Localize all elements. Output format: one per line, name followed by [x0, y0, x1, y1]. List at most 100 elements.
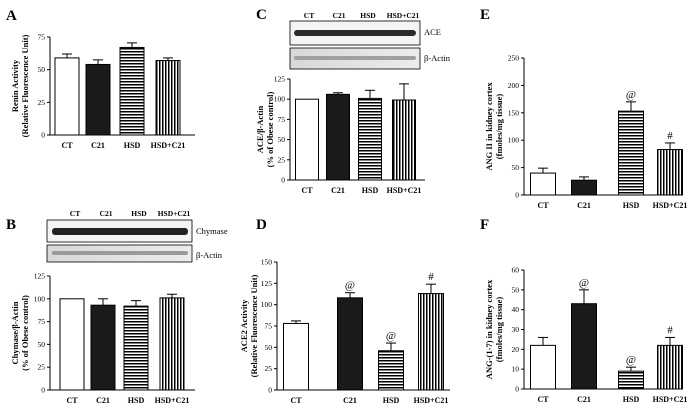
blot-c-band2-label: β-Actin [424, 53, 451, 63]
chart-e-bar-hsd [618, 110, 644, 196]
chart-d-significance: @ [345, 280, 355, 292]
chart-e-ytick-label: 100 [508, 136, 520, 145]
blot-c-cat-ct: CT [304, 11, 314, 20]
chart-b-bar-c21 [90, 304, 116, 391]
chart-a-ytick-label: 25 [38, 98, 46, 107]
chart-f-significance: # [667, 324, 673, 336]
chart-a-ytick-label: 75 [38, 33, 46, 42]
blot-b-band-1 [52, 228, 188, 235]
chart-e-significance: # [667, 130, 673, 142]
chart-c-ytick-label: 25 [278, 155, 286, 164]
chart-c-ylabel-line-0: ACE/β-Actin [255, 106, 265, 154]
chart-d-bar-ct [283, 322, 309, 391]
chart-a-bar-ct [54, 57, 80, 136]
chart-c-category-label: HSD [362, 186, 379, 195]
panel-label-c: C [256, 7, 267, 23]
chart-d-category-label: CT [290, 396, 302, 405]
chart-e-significance: @ [626, 89, 636, 101]
blot-b-cat-hsd: HSD [131, 209, 147, 218]
chart-f-ytick-label: 10 [512, 365, 520, 374]
chart-d-bar-c21 [337, 297, 363, 391]
chart-e-bar-hsd-c21 [657, 149, 683, 196]
chart-d-significance: @ [386, 330, 396, 342]
chart-e-category-label: HSD+C21 [653, 201, 688, 210]
chart-e-ytick-label: 150 [508, 108, 520, 117]
chart-d-ytick-label: 125 [261, 279, 273, 288]
chart-e-ylabel-line-0: ANG II in kidney cortex [484, 82, 494, 171]
panel-label-a: A [6, 8, 17, 24]
chart-f-category-label: HSD+C21 [653, 395, 688, 404]
chart-d-ytick-label: 100 [261, 300, 273, 309]
chart-a-bar-c21 [85, 63, 111, 136]
chart-f-ytick-label: 30 [512, 325, 520, 334]
chart-b-category-label: CT [66, 396, 78, 405]
chart-f-bar-hsd [618, 370, 644, 390]
chart-a: 0 25 50 75 Renin Activity (Relative Fluoresce… [10, 33, 195, 150]
chart-a-category-label: CT [61, 141, 73, 150]
chart-a-ytick-label: 50 [38, 65, 46, 74]
chart-f-ytick-label: 40 [512, 305, 520, 314]
chart-b: 0 25 50 75 100 125 Chymase/β-Actin (% of Obese … [10, 272, 195, 405]
panel-label-f: F [480, 217, 489, 233]
chart-f-significance: @ [626, 354, 636, 366]
chart-a-ytick-label: 0 [41, 131, 45, 140]
chart-b-ytick-label: 0 [41, 386, 45, 395]
chart-d-category-label: HSD+C21 [414, 396, 449, 405]
chart-c-ytick-label: 75 [278, 115, 286, 124]
chart-a-bar-hsd [119, 46, 145, 136]
chart-d-category-label: HSD [383, 396, 400, 405]
panel-label-e: E [480, 7, 490, 23]
panel-label-b: B [6, 217, 16, 233]
chart-c-ytick-label: 50 [278, 135, 286, 144]
chart-f-ylabel-line-0: ANG-(1-7) in kidney cortex [484, 279, 494, 379]
chart-d-ytick-label: 75 [265, 322, 273, 331]
chart-b-ytick-label: 75 [38, 317, 46, 326]
chart-b-ytick-label: 25 [38, 363, 46, 372]
blot-c: CT C21 HSD HSD+C21 ACE β-Actin [289, 11, 451, 70]
blot-c-cat-hsdc21: HSD+C21 [387, 11, 420, 20]
blot-b-band2-label: β-Actin [196, 250, 223, 260]
chart-e-category-label: CT [537, 201, 549, 210]
chart-c: 0 25 50 75 100 125 ACE/β-Actin (% of Obese cont… [255, 75, 425, 195]
blot-c-cat-hsd: HSD [360, 11, 376, 20]
chart-f-bar-c21 [571, 303, 597, 390]
chart-a-category-label: C21 [91, 141, 105, 150]
chart-f-ytick-label: 0 [515, 385, 519, 394]
chart-d-ytick-label: 25 [265, 364, 273, 373]
blot-b-cat-hsdc21: HSD+C21 [158, 209, 191, 218]
chart-b-category-label: HSD [128, 396, 145, 405]
chart-a-category-label: HSD [124, 141, 141, 150]
blot-b-cat-ct: CT [70, 209, 80, 218]
chart-d-ylabel-line-0: ACE2 Activity [239, 299, 249, 352]
chart-c-category-label: CT [301, 186, 313, 195]
chart-c-ytick-label: 125 [274, 75, 286, 84]
chart-d-significance: # [428, 271, 434, 283]
chart-a-ylabel-line-1: (Relative Fluorescence Unit) [20, 34, 30, 137]
chart-e-bar-c21 [571, 179, 597, 196]
chart-a-bar-hsd-c21 [155, 60, 181, 136]
chart-e-ytick-label: 0 [515, 191, 519, 200]
chart-e-ytick-label: 250 [508, 54, 520, 63]
chart-e-ylabel-line-1: (fmoles/mg tissue) [494, 94, 504, 160]
chart-b-ytick-label: 50 [38, 340, 46, 349]
chart-e: 0 50 100 150 200 250 ANG II in kidney cortex (f… [484, 54, 687, 211]
chart-c-ytick-label: 0 [281, 176, 285, 185]
chart-d-bar-hsd-c21 [418, 293, 444, 391]
chart-f-bar-hsd-c21 [657, 344, 683, 390]
chart-a-category-label: HSD+C21 [151, 141, 186, 150]
chart-d-ylabel-line-1: (Relative Fluorescence Unit) [249, 274, 259, 377]
chart-c-category-label: C21 [331, 186, 345, 195]
chart-d-ytick-label: 50 [265, 343, 273, 352]
chart-b-bar-hsd [123, 305, 149, 391]
chart-e-bar-ct [530, 172, 556, 196]
chart-c-ylabel-line-1: (% of Obese control) [265, 92, 275, 168]
blot-b-band1-label: Chymase [196, 226, 228, 236]
chart-a-ylabel-line-0: Renin Activity [10, 59, 20, 112]
blot-b-cat-c21: C21 [100, 209, 113, 218]
chart-b-ylabel-line-0: Chymase/β-Actin [10, 301, 20, 364]
chart-b-bar-hsd-c21 [159, 297, 185, 391]
panel-label-d: D [256, 217, 267, 233]
chart-b-ytick-label: 125 [34, 272, 46, 281]
